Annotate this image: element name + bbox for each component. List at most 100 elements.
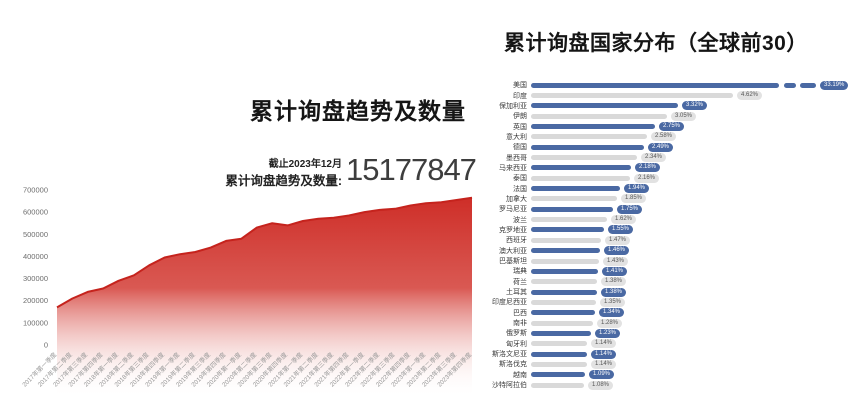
bar-row: 瑞典 1.41% — [490, 266, 852, 276]
bar — [531, 103, 678, 109]
bar-row: 意大利 2.58% — [490, 132, 852, 142]
bar — [531, 320, 593, 326]
bar — [531, 217, 607, 223]
country-label: 德国 — [513, 144, 527, 152]
country-label: 克罗地亚 — [499, 226, 527, 234]
value-badge: 3.32% — [682, 101, 708, 111]
bar — [531, 206, 613, 212]
country-label: 西班牙 — [506, 237, 527, 245]
bar — [531, 299, 596, 305]
value-badge: 1.46% — [604, 246, 630, 256]
bar-row: 墨西哥 2.34% — [490, 152, 852, 163]
country-bar-list: 美国 33.19% 印度 4.62% 保加利亚 3.32% 伊朗 3.05% 英国 2.75% 意大… — [490, 80, 852, 390]
country-label: 罗马尼亚 — [499, 206, 527, 214]
total-inquiries-label: 累计询盘趋势及数量: — [225, 174, 342, 188]
bar-row: 匈牙利 1.14% — [490, 339, 852, 349]
country-label: 瑞典 — [513, 268, 527, 276]
bar — [531, 144, 644, 150]
as-of-date-label: 截止2023年12月 — [268, 159, 342, 170]
bar-row: 马来西亚 2.18% — [490, 163, 852, 173]
value-badge: 33.19% — [820, 80, 849, 90]
bar-row: 罗马尼亚 1.75% — [490, 204, 852, 214]
trend-area-fill — [57, 197, 472, 398]
y-axis-tick: 500000 — [23, 230, 48, 239]
bar-segment — [800, 82, 816, 88]
value-badge: 1.08% — [588, 380, 614, 390]
bar-row: 保加利亚 3.32% — [490, 101, 852, 111]
value-badge: 2.58% — [651, 132, 677, 142]
bar-row: 法国 1.94% — [490, 183, 852, 194]
bar-row: 南非 1.28% — [490, 318, 852, 328]
country-label: 墨西哥 — [506, 154, 527, 162]
bar — [531, 227, 604, 233]
bar-row: 斯洛文尼亚 1.14% — [490, 349, 852, 359]
bar-row: 澳大利亚 1.46% — [490, 246, 852, 256]
country-label: 巴西 — [513, 309, 527, 317]
y-axis-tick: 700000 — [23, 186, 48, 195]
country-label: 俄罗斯 — [506, 330, 527, 338]
country-label: 巴基斯坦 — [499, 258, 527, 266]
bar — [531, 330, 591, 336]
trend-area-plot: 0 100000 200000 300000 400000 500000 600000 700… — [20, 186, 474, 398]
bar — [531, 268, 598, 274]
country-label: 美国 — [513, 82, 527, 90]
country-label: 荷兰 — [513, 278, 527, 286]
country-label: 沙特阿拉伯 — [492, 382, 527, 390]
country-label: 加拿大 — [506, 195, 527, 203]
bar-row: 波兰 1.62% — [490, 214, 852, 225]
country-label: 印度尼西亚 — [492, 299, 527, 307]
bar — [531, 134, 647, 140]
country-label: 南非 — [513, 320, 527, 328]
country-label: 保加利亚 — [499, 102, 527, 110]
value-badge: 1.23% — [595, 328, 621, 338]
country-label: 马来西亚 — [499, 164, 527, 172]
bar-row: 土耳其 1.38% — [490, 287, 852, 297]
bar-row: 斯洛伐克 1.14% — [490, 359, 852, 369]
country-label: 伊朗 — [513, 113, 527, 121]
y-axis-tick: 400000 — [23, 252, 48, 261]
bar — [531, 196, 617, 202]
value-badge: 2.16% — [634, 173, 660, 183]
country-label: 斯洛伐克 — [499, 361, 527, 369]
country-label: 泰国 — [513, 175, 527, 183]
bar-row: 西班牙 1.47% — [490, 235, 852, 245]
bar-row: 泰国 2.16% — [490, 173, 852, 183]
axis-break-dash — [784, 82, 796, 88]
value-badge: 1.55% — [608, 225, 634, 235]
bar — [531, 289, 597, 295]
value-badge: 1.75% — [617, 204, 643, 214]
value-badge: 2.75% — [659, 122, 685, 132]
value-badge: 1.85% — [621, 194, 647, 204]
bar-row: 印度 4.62% — [490, 90, 852, 101]
bar — [531, 258, 599, 264]
bar — [531, 113, 667, 119]
value-badge: 4.62% — [737, 91, 763, 101]
value-badge: 3.05% — [671, 111, 697, 121]
value-badge: 1.14% — [591, 349, 617, 359]
country-chart-title: 累计询盘国家分布（全球前30） — [504, 32, 808, 55]
bar-row: 伊朗 3.05% — [490, 111, 852, 121]
bar-row: 加拿大 1.85% — [490, 194, 852, 204]
value-badge: 1.38% — [601, 277, 627, 287]
bar — [531, 165, 631, 171]
value-badge: 2.49% — [648, 142, 674, 152]
value-badge: 1.38% — [601, 287, 627, 297]
bar — [531, 93, 733, 99]
country-label: 越南 — [513, 371, 527, 379]
y-axis-tick: 0 — [44, 341, 48, 350]
value-badge: 2.18% — [635, 163, 661, 173]
bar-row: 越南 1.09% — [490, 370, 852, 380]
bar — [531, 372, 585, 378]
value-badge: 1.47% — [605, 235, 631, 245]
country-label: 英国 — [513, 123, 527, 131]
bar — [531, 351, 587, 357]
value-badge: 1.14% — [591, 359, 617, 369]
y-axis-tick: 100000 — [23, 318, 48, 327]
country-label: 匈牙利 — [506, 340, 527, 348]
value-badge: 1.41% — [602, 266, 628, 276]
bar-row: 德国 2.49% — [490, 142, 852, 152]
bar — [531, 279, 597, 285]
bar — [531, 237, 601, 243]
y-axis-tick: 200000 — [23, 296, 48, 305]
